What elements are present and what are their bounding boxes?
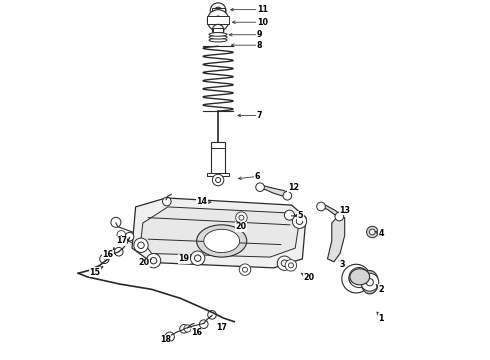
Ellipse shape <box>204 229 240 253</box>
Text: 6: 6 <box>255 172 260 181</box>
Circle shape <box>184 325 191 332</box>
Circle shape <box>163 197 171 206</box>
Circle shape <box>191 251 205 265</box>
Circle shape <box>208 311 216 319</box>
Circle shape <box>134 238 148 252</box>
Text: 13: 13 <box>339 206 350 215</box>
Ellipse shape <box>350 269 369 285</box>
Polygon shape <box>141 207 299 257</box>
Circle shape <box>212 24 224 36</box>
Polygon shape <box>211 142 225 174</box>
Circle shape <box>283 192 292 200</box>
Ellipse shape <box>209 36 227 39</box>
Circle shape <box>342 264 370 293</box>
Circle shape <box>281 260 288 266</box>
Circle shape <box>243 267 247 272</box>
Circle shape <box>215 7 221 14</box>
Circle shape <box>355 273 364 282</box>
Circle shape <box>293 214 307 228</box>
Circle shape <box>367 226 378 238</box>
Polygon shape <box>132 198 306 268</box>
Text: 16: 16 <box>102 250 114 259</box>
Text: 20: 20 <box>138 258 149 267</box>
Circle shape <box>285 210 294 220</box>
Circle shape <box>239 215 244 220</box>
Text: 19: 19 <box>178 255 190 264</box>
Circle shape <box>317 202 325 211</box>
Polygon shape <box>320 204 341 218</box>
Text: 8: 8 <box>257 41 262 50</box>
Circle shape <box>349 267 369 288</box>
Circle shape <box>111 217 121 227</box>
Text: 2: 2 <box>378 285 384 294</box>
Circle shape <box>117 230 125 239</box>
Circle shape <box>361 273 379 291</box>
Text: 17: 17 <box>116 237 127 246</box>
Circle shape <box>125 232 134 241</box>
Text: 9: 9 <box>257 30 262 39</box>
Polygon shape <box>207 173 229 176</box>
Text: 1: 1 <box>378 314 384 323</box>
Circle shape <box>180 324 188 333</box>
Circle shape <box>199 320 208 328</box>
Circle shape <box>256 183 265 192</box>
Circle shape <box>285 260 296 271</box>
Ellipse shape <box>196 225 247 257</box>
Circle shape <box>296 218 303 225</box>
Ellipse shape <box>209 33 227 36</box>
Text: 14: 14 <box>196 197 207 206</box>
Text: 20: 20 <box>235 222 246 231</box>
Circle shape <box>138 242 144 248</box>
Text: 4: 4 <box>378 229 384 238</box>
Text: 16: 16 <box>191 328 202 337</box>
Circle shape <box>216 177 220 183</box>
Circle shape <box>212 174 224 186</box>
Ellipse shape <box>361 271 378 294</box>
Polygon shape <box>213 28 223 32</box>
Circle shape <box>115 247 123 256</box>
Circle shape <box>165 332 174 341</box>
Circle shape <box>150 257 157 264</box>
Circle shape <box>214 16 222 25</box>
Text: 7: 7 <box>257 111 262 120</box>
Circle shape <box>210 3 226 19</box>
Circle shape <box>236 212 247 224</box>
Polygon shape <box>207 16 229 24</box>
Polygon shape <box>212 8 224 14</box>
Circle shape <box>369 229 375 235</box>
Text: 11: 11 <box>257 5 268 14</box>
Circle shape <box>147 253 161 268</box>
Circle shape <box>100 254 109 264</box>
Text: 3: 3 <box>339 260 344 269</box>
Polygon shape <box>259 185 289 197</box>
Circle shape <box>289 263 294 268</box>
Text: 17: 17 <box>216 323 227 332</box>
Ellipse shape <box>209 39 227 42</box>
Circle shape <box>195 255 201 261</box>
Text: 5: 5 <box>298 211 303 220</box>
Text: 10: 10 <box>257 18 268 27</box>
Circle shape <box>366 279 373 286</box>
Text: 12: 12 <box>288 183 299 192</box>
Polygon shape <box>327 216 344 262</box>
Circle shape <box>349 271 364 286</box>
Text: 20: 20 <box>303 273 315 282</box>
Circle shape <box>335 212 343 221</box>
Circle shape <box>239 264 251 275</box>
Circle shape <box>277 256 292 270</box>
Text: 18: 18 <box>160 335 171 344</box>
Circle shape <box>207 10 229 31</box>
Text: 15: 15 <box>90 268 100 277</box>
